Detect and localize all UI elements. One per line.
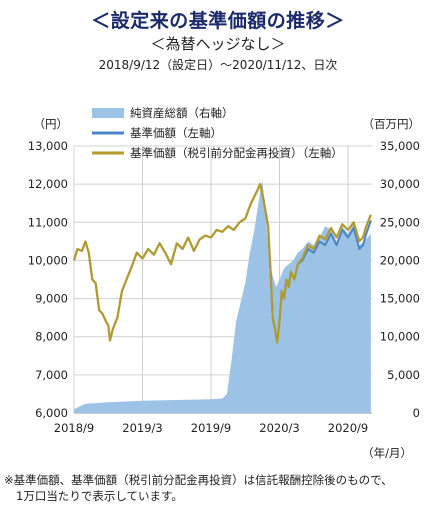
period-label: 2018/9/12（設定日）～2020/11/12、日次 xyxy=(98,58,338,72)
y-right-tick-label: 30,000 xyxy=(380,177,420,191)
y-left-tick-label: 8,000 xyxy=(35,330,68,344)
nav-chart: 6,000 0 7,000 5,000 8,000 10,000 9,000 15,000 10… xyxy=(28,106,420,460)
footnote-line-2: 1万口当たりで表示しています。 xyxy=(16,489,183,503)
nav-lines-group xyxy=(72,183,372,344)
y-left-tick-label: 7,000 xyxy=(35,368,68,382)
net-assets-area-group xyxy=(74,180,371,413)
y-right-tick-label: 10,000 xyxy=(380,330,420,344)
legend-label: 基準価額（左軸） xyxy=(130,126,222,140)
page-title: ＜設定来の基準価額の推移＞ xyxy=(91,10,345,32)
y-right-tick-label: 25,000 xyxy=(380,215,420,229)
nav-reinvest-line xyxy=(72,183,372,344)
y-left-tick-label: 10,000 xyxy=(28,253,68,267)
y-left-unit: （円） xyxy=(34,117,69,131)
x-tick-label: 2020/3 xyxy=(259,421,299,435)
y-left-tick-label: 9,000 xyxy=(35,292,68,306)
page-subtitle: ＜為替ヘッジなし＞ xyxy=(150,35,286,53)
y-right-tick-label: 20,000 xyxy=(380,253,420,267)
legend: 純資産総額（右軸） 基準価額（左軸） 基準価額（税引前分配金再投資）（左軸） xyxy=(92,106,343,160)
y-left-tick-label: 11,000 xyxy=(28,215,68,229)
y-left-tick-label: 13,000 xyxy=(28,139,68,153)
y-left-tick-label: 12,000 xyxy=(28,177,68,191)
y-right-tick-label: 35,000 xyxy=(380,139,420,153)
x-tick-label: 2020/9 xyxy=(328,421,368,435)
x-unit: （年/月） xyxy=(362,446,412,460)
legend-label: 基準価額（税引前分配金再投資）（左軸） xyxy=(130,146,343,160)
y-right-tick-label: 15,000 xyxy=(380,292,420,306)
y-right-tick-label: 5,000 xyxy=(387,368,420,382)
legend-swatch-assets xyxy=(92,108,124,118)
net-assets-area xyxy=(74,180,371,413)
y-right-unit: （百万円） xyxy=(363,117,421,131)
x-tick-label: 2019/3 xyxy=(122,421,162,435)
y-left-tick-label: 6,000 xyxy=(35,406,68,420)
y-right-tick-label: 0 xyxy=(413,406,420,420)
footnote-line-1: ※基準価額、基準価額（税引前分配金再投資）は信託報酬控除後のもので、 xyxy=(4,473,393,487)
footnote: ※基準価額、基準価額（税引前分配金再投資）は信託報酬控除後のもので、 1万口当た… xyxy=(4,472,432,504)
legend-label: 純資産総額（右軸） xyxy=(130,106,234,120)
x-tick-label: 2019/9 xyxy=(191,421,231,435)
axes-group: 6,000 0 7,000 5,000 8,000 10,000 9,000 15,000 10… xyxy=(28,117,420,460)
x-tick-label: 2018/9 xyxy=(54,421,94,435)
